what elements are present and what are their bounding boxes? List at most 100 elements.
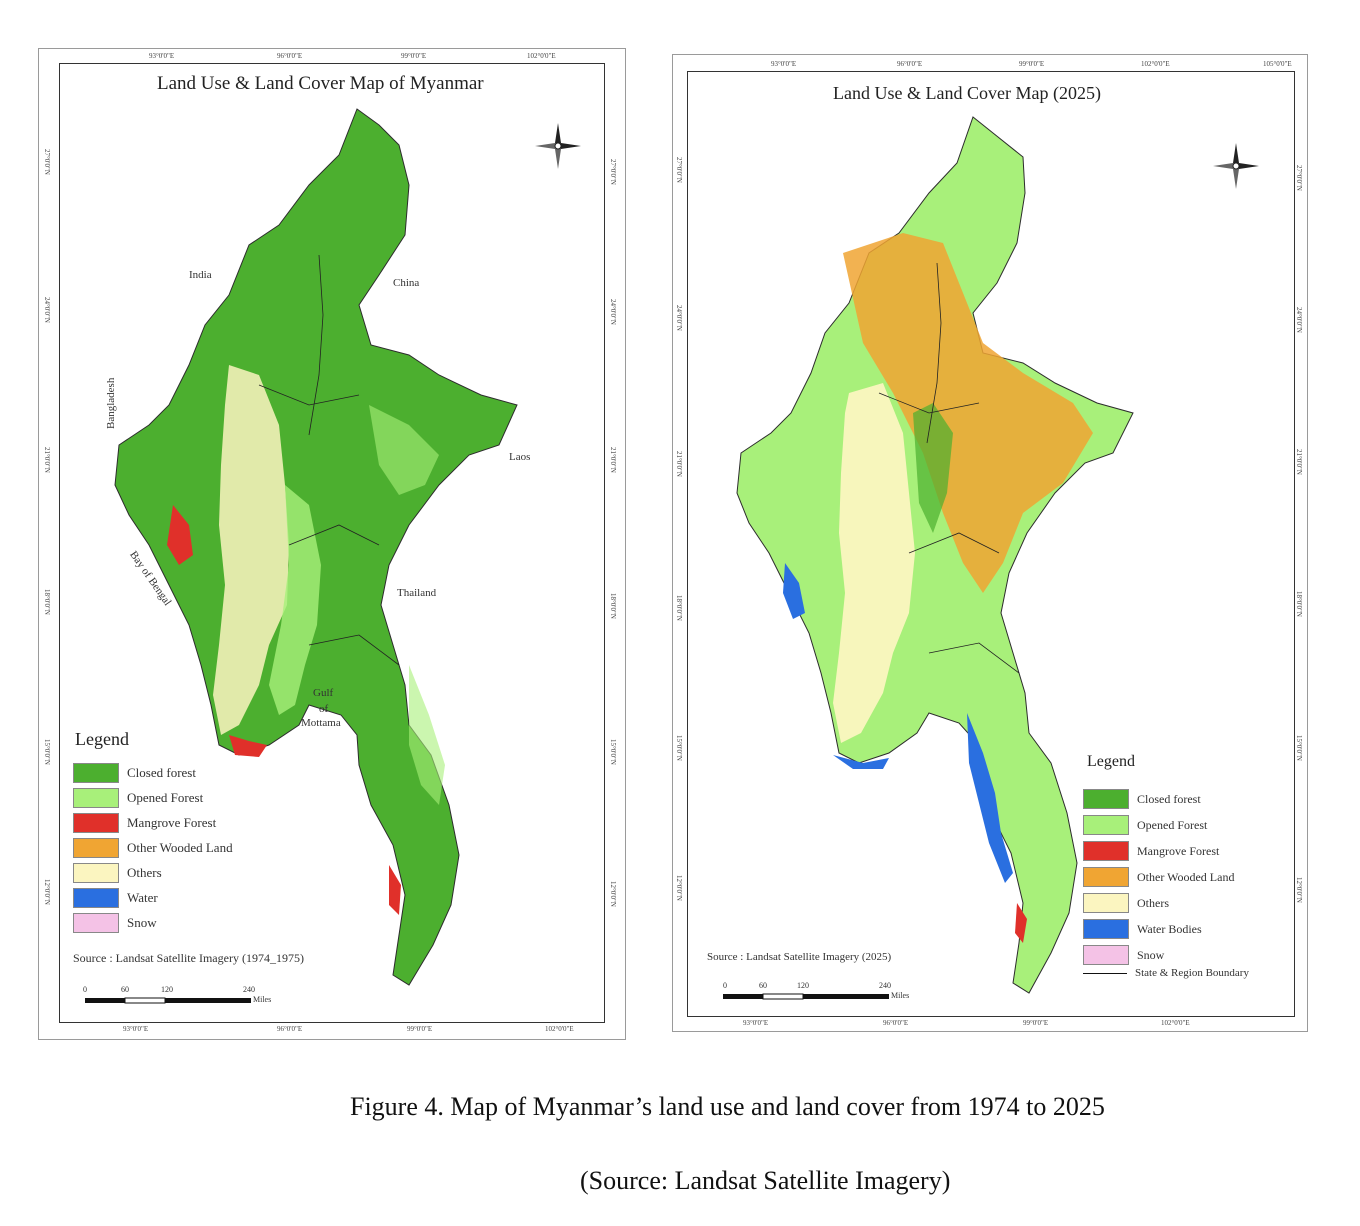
- myanmar-map-1975: [114, 108, 518, 986]
- scale-label: 240: [879, 981, 891, 990]
- left-bottom-coord: 102°0'0"E: [545, 1025, 574, 1033]
- left-top-coord: 93°0'0"E: [149, 52, 175, 60]
- right-bottom-coord: 102°0'0"E: [1161, 1019, 1190, 1027]
- north-arrow-icon: [1213, 143, 1259, 189]
- left-side-coord: 15°0'0"N: [43, 739, 51, 765]
- left-bottom-coord: 99°0'0"E: [407, 1025, 433, 1033]
- label-gulf-of: of: [319, 703, 329, 715]
- right-side-coord: 21°0'0"N: [675, 451, 683, 477]
- label-china: China: [393, 277, 420, 289]
- right-map-panel: 93°0'0"E 96°0'0"E 99°0'0"E 102°0'0"E 105…: [672, 54, 1308, 1032]
- scale-unit: Miles: [891, 991, 910, 1000]
- left-legend-item: Closed forest: [73, 763, 196, 783]
- left-side-coord: 18°0'0"N: [609, 593, 617, 619]
- right-bottom-coord: 99°0'0"E: [1023, 1019, 1049, 1027]
- left-side-coord: 18°0'0"N: [43, 589, 51, 615]
- left-bottom-coord: 93°0'0"E: [123, 1025, 149, 1033]
- legend-swatch-others: [1083, 893, 1129, 913]
- left-bottom-coord: 96°0'0"E: [277, 1025, 303, 1033]
- right-legend-item: Snow: [1083, 945, 1164, 965]
- legend-swatch-mangrove: [73, 813, 119, 833]
- label-bangladesh: Bangladesh: [105, 377, 117, 429]
- right-side-coord: 15°0'0"N: [1295, 735, 1303, 761]
- left-legend-item: Mangrove Forest: [73, 813, 216, 833]
- right-legend-item: Water Bodies: [1083, 919, 1202, 939]
- label-gulf: Gulf: [313, 687, 334, 699]
- right-bottom-coord: 93°0'0"E: [743, 1019, 769, 1027]
- legend-swatch-snow: [73, 913, 119, 933]
- left-legend-title: Legend: [75, 729, 129, 749]
- label-laos: Laos: [509, 451, 531, 463]
- right-source: Source : Landsat Satellite Imagery (2025…: [707, 951, 892, 963]
- legend-swatch-mangrove: [1083, 841, 1129, 861]
- right-side-coord: 24°0'0"N: [675, 305, 683, 331]
- left-top-coord: 99°0'0"E: [401, 52, 427, 60]
- left-legend-item: Other Wooded Land: [73, 838, 233, 858]
- scale-label: 240: [243, 985, 255, 994]
- legend-swatch-snow: [1083, 945, 1129, 965]
- right-side-coord: 21°0'0"N: [1295, 449, 1303, 475]
- right-legend-item: Mangrove Forest: [1083, 841, 1219, 861]
- left-legend-item: Snow: [73, 913, 157, 933]
- left-side-coord: 21°0'0"N: [609, 447, 617, 473]
- scale-label: 60: [759, 981, 767, 990]
- right-top-coord: 93°0'0"E: [771, 60, 797, 68]
- legend-swatch-closed: [73, 763, 119, 783]
- left-map-panel: 93°0'0"E 96°0'0"E 99°0'0"E 102°0'0"E 93°…: [38, 48, 626, 1040]
- scale-label: 60: [121, 985, 129, 994]
- right-side-coord: 12°0'0"N: [1295, 877, 1303, 903]
- left-side-coord: 12°0'0"N: [609, 881, 617, 907]
- right-side-coord: 27°0'0"N: [1295, 165, 1303, 191]
- legend-swatch-closed: [1083, 789, 1129, 809]
- left-legend-item: Opened Forest: [73, 788, 203, 808]
- legend-swatch-other-wooded: [1083, 867, 1129, 887]
- scale-label: 120: [161, 985, 173, 994]
- label-thailand: Thailand: [397, 587, 437, 599]
- right-legend-item: Others: [1083, 893, 1169, 913]
- right-top-coord: 99°0'0"E: [1019, 60, 1045, 68]
- left-side-coord: 27°0'0"N: [43, 149, 51, 175]
- right-legend-item: Opened Forest: [1083, 815, 1207, 835]
- left-scale-bar: [85, 997, 251, 1004]
- legend-swatch-water: [1083, 919, 1129, 939]
- legend-swatch-water: [73, 888, 119, 908]
- right-map-title: Land Use & Land Cover Map (2025): [833, 83, 1101, 103]
- scale-label: 120: [797, 981, 809, 990]
- left-legend-item: Others: [73, 863, 162, 883]
- right-side-coord: 15°0'0"N: [675, 735, 683, 761]
- scale-label: 0: [83, 985, 87, 994]
- right-top-coord: 96°0'0"E: [897, 60, 923, 68]
- right-legend-item: Closed forest: [1083, 789, 1201, 809]
- left-top-coord: 96°0'0"E: [277, 52, 303, 60]
- left-side-coord: 27°0'0"N: [609, 159, 617, 185]
- figure-caption: Figure 4. Map of Myanmar’s land use and …: [350, 1092, 1105, 1121]
- left-side-coord: 12°0'0"N: [43, 879, 51, 905]
- left-side-coord: 24°0'0"N: [43, 297, 51, 323]
- scale-unit: Miles: [253, 995, 272, 1004]
- legend-swatch-others: [73, 863, 119, 883]
- label-gulf-mottama: Mottama: [301, 717, 341, 729]
- right-side-coord: 27°0'0"N: [675, 157, 683, 183]
- left-side-coord: 15°0'0"N: [609, 739, 617, 765]
- left-side-coord: 21°0'0"N: [43, 447, 51, 473]
- right-top-coord: 102°0'0"E: [1141, 60, 1170, 68]
- legend-boundary-line: [1083, 972, 1127, 974]
- north-arrow-icon: [535, 123, 581, 169]
- right-legend-item: Other Wooded Land: [1083, 867, 1234, 887]
- scale-label: 0: [723, 981, 727, 990]
- right-top-coord: 105°0'0"E: [1263, 60, 1292, 68]
- right-side-coord: 12°0'0"N: [675, 875, 683, 901]
- right-legend-item: State & Region Boundary: [1083, 967, 1249, 979]
- left-map-title: Land Use & Land Cover Map of Myanmar: [157, 73, 484, 94]
- legend-swatch-opened: [73, 788, 119, 808]
- left-legend-item: Water: [73, 888, 158, 908]
- right-side-coord: 18°0'0"N: [675, 595, 683, 621]
- legend-swatch-opened: [1083, 815, 1129, 835]
- label-india: India: [189, 269, 212, 281]
- left-top-coord: 102°0'0"E: [527, 52, 556, 60]
- left-side-coord: 24°0'0"N: [609, 299, 617, 325]
- right-bottom-coord: 96°0'0"E: [883, 1019, 909, 1027]
- right-side-coord: 24°0'0"N: [1295, 307, 1303, 333]
- right-legend-title: Legend: [1087, 753, 1135, 770]
- legend-swatch-other-wooded: [73, 838, 119, 858]
